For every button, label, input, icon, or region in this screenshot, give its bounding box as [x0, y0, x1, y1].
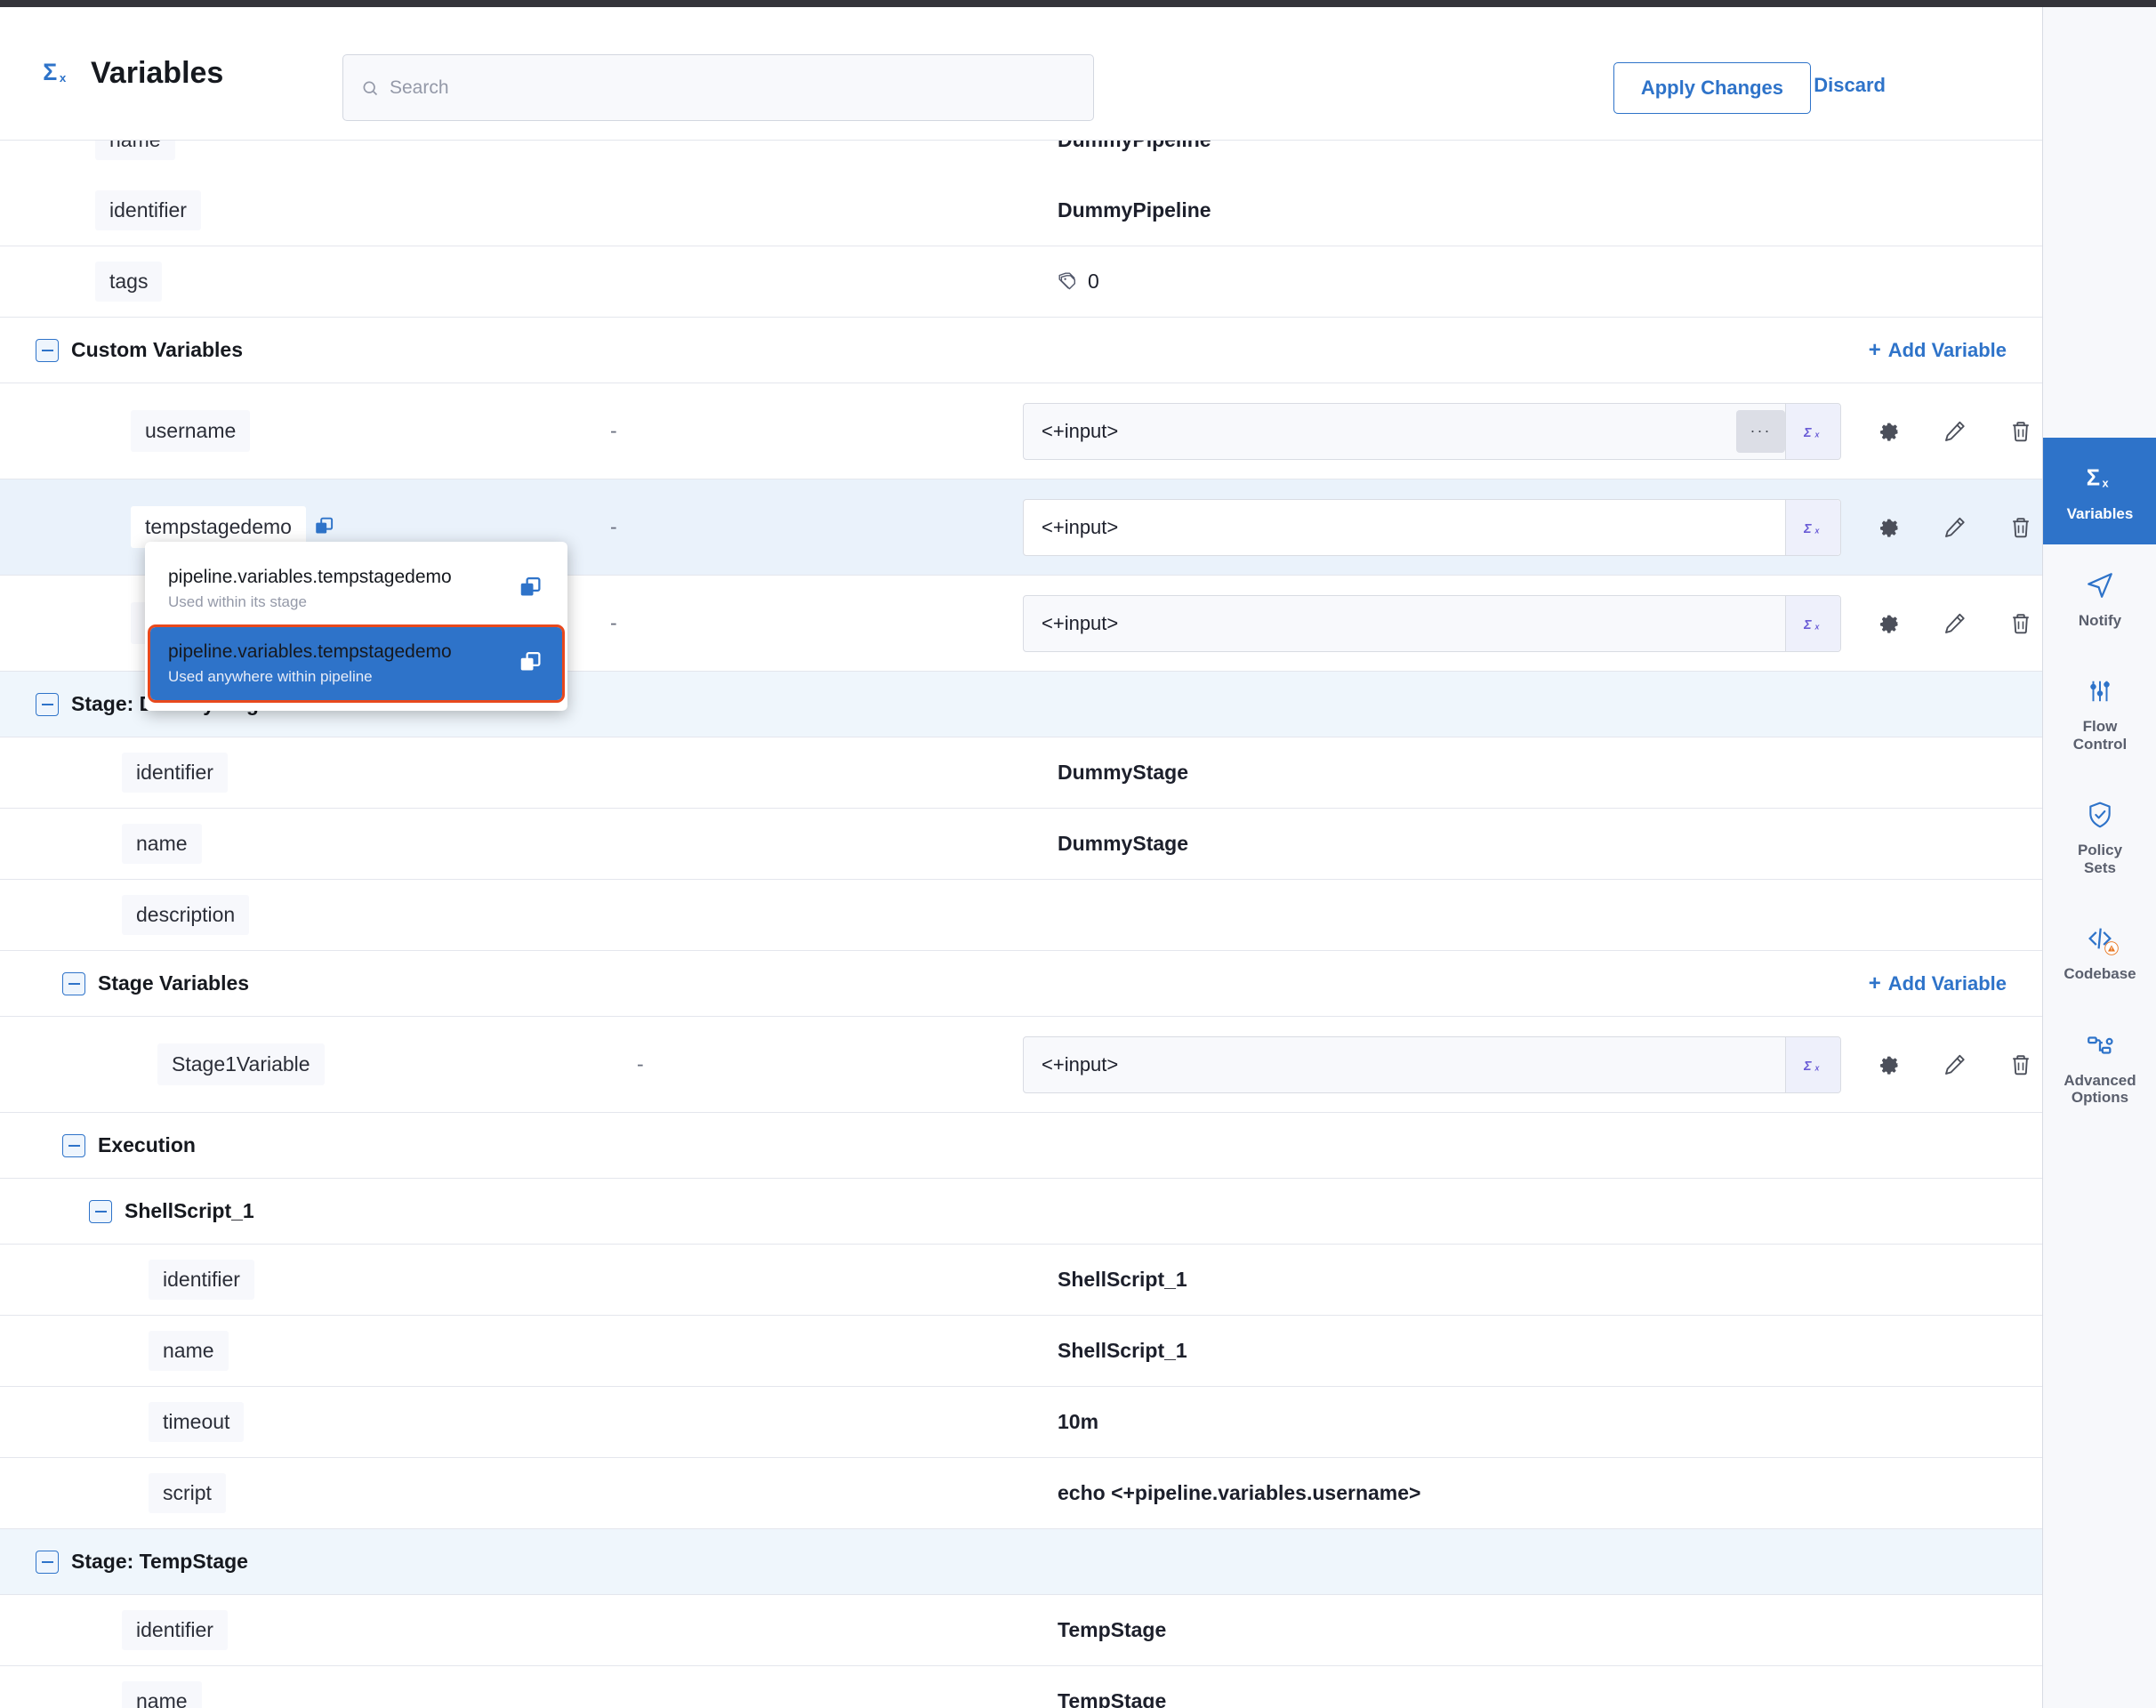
svg-text:Σ: Σ: [2087, 466, 2100, 491]
svg-text:x: x: [2103, 476, 2109, 489]
svg-text:x: x: [60, 71, 67, 85]
svg-text:Σ: Σ: [43, 59, 57, 85]
